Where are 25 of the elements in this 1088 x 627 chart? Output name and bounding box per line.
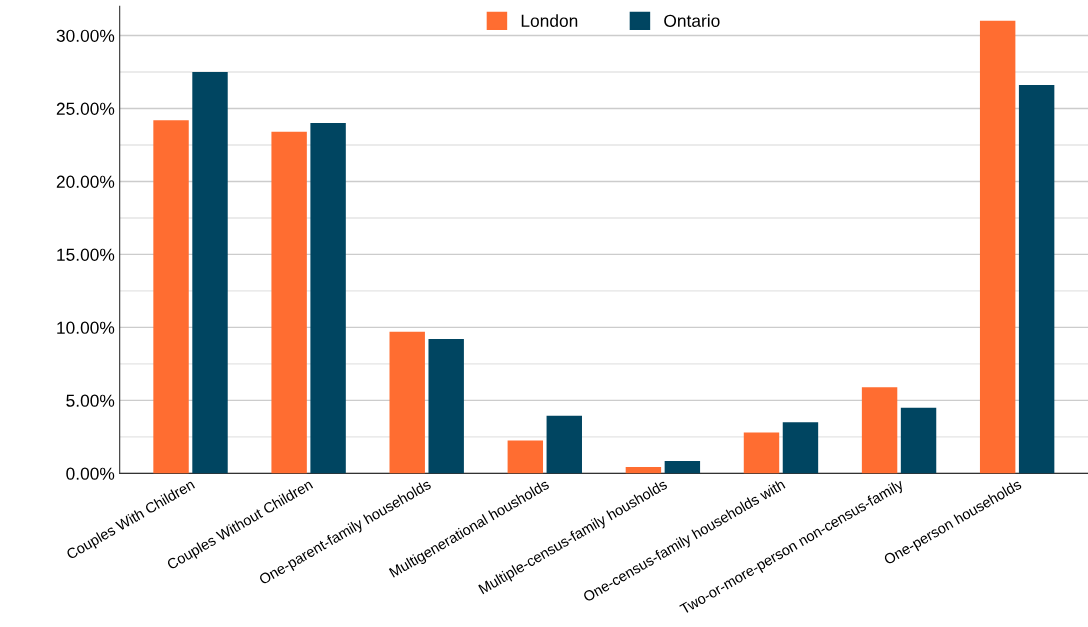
y-tick-label: 5.00% (66, 394, 115, 407)
bar (782, 422, 819, 474)
bar (625, 467, 662, 474)
legend-label: Ontario (664, 14, 720, 27)
bar (1018, 85, 1055, 474)
bar (153, 120, 189, 474)
bar (900, 407, 937, 474)
bar (743, 432, 780, 474)
bar (310, 123, 346, 474)
bar (192, 71, 228, 474)
y-tick-label: 25.00% (56, 102, 115, 115)
y-tick-label: 10.00% (57, 321, 115, 334)
bar (546, 415, 582, 474)
bar (507, 440, 544, 474)
bar (271, 131, 307, 474)
bar (389, 331, 425, 474)
y-tick-label: 0.00% (66, 467, 115, 480)
legend-label: London (521, 14, 578, 27)
bar (664, 461, 701, 474)
y-tick-label: 20.00% (56, 175, 115, 188)
y-tick-label: 15.00% (57, 248, 115, 261)
bar (979, 20, 1016, 474)
bar (861, 387, 898, 474)
y-tick-label: 30.00% (56, 29, 115, 42)
bar (428, 339, 464, 474)
